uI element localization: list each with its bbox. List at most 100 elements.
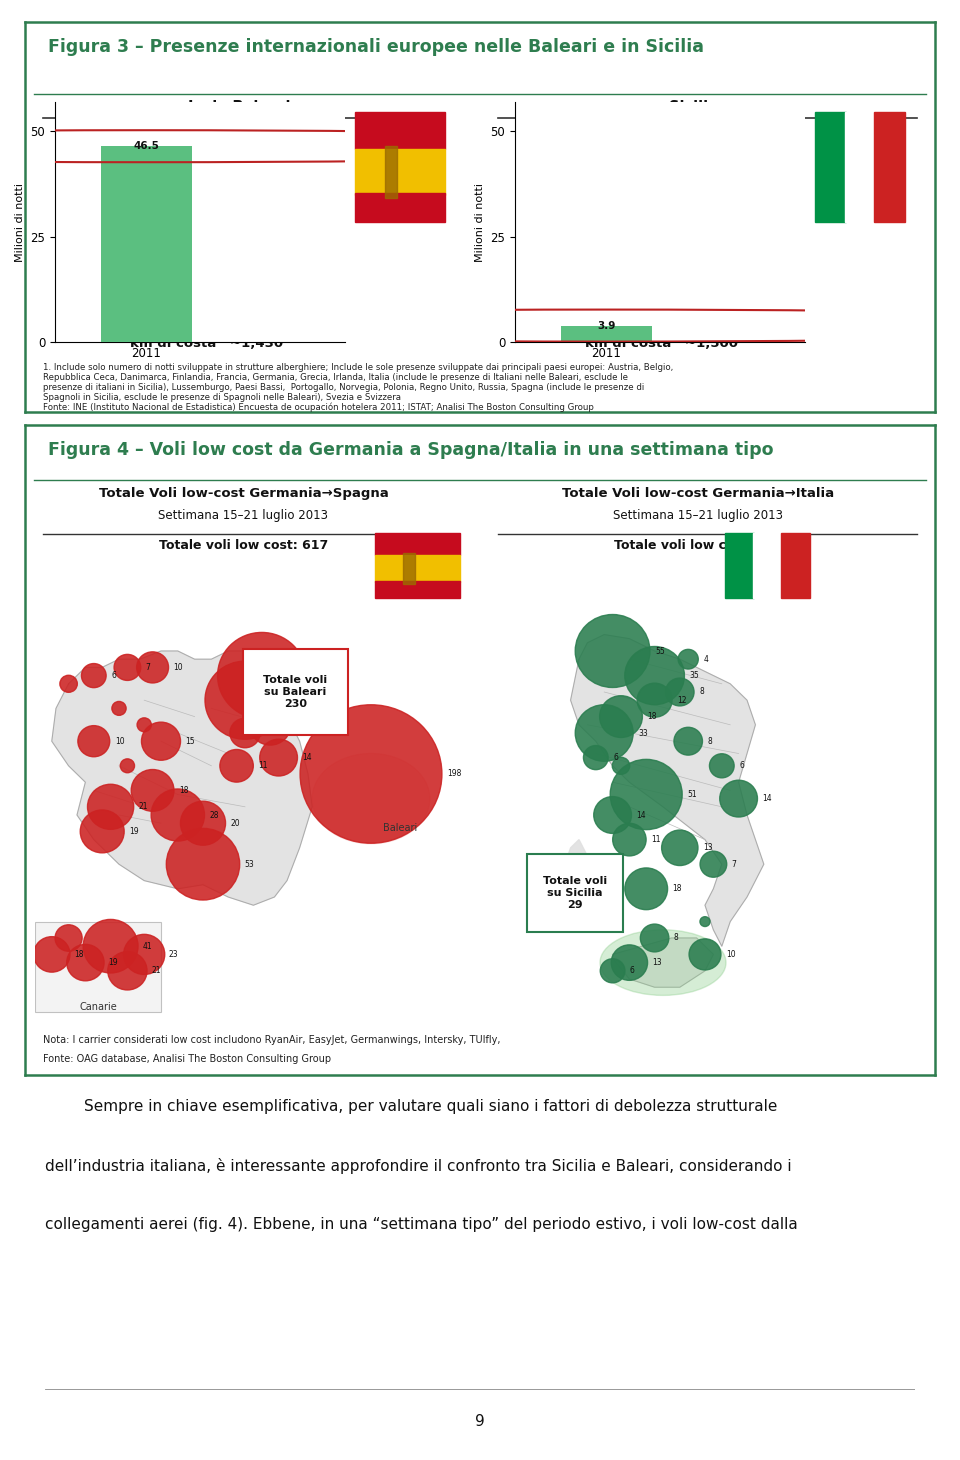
Circle shape [137,718,152,731]
Circle shape [600,696,642,737]
Text: 18: 18 [179,785,188,794]
Bar [875,112,905,222]
Text: 10: 10 [174,663,183,672]
Text: 8: 8 [708,737,712,746]
Text: 11: 11 [258,761,268,771]
Text: 9: 9 [475,1415,485,1429]
Bar [355,149,445,194]
Circle shape [84,920,138,972]
Text: 6: 6 [739,761,744,771]
Circle shape [229,718,260,748]
Text: 51: 51 [687,790,697,799]
Text: 8: 8 [674,933,679,943]
Text: 14: 14 [302,753,312,762]
Circle shape [136,651,169,683]
Bar [725,533,754,599]
Circle shape [220,749,253,783]
Circle shape [81,810,124,853]
Text: Figura 3 – Presenze internazionali europee nelle Baleari e in Sicilia: Figura 3 – Presenze internazionali europ… [48,38,704,55]
Polygon shape [570,635,764,946]
Circle shape [60,676,78,692]
Circle shape [700,851,727,877]
Circle shape [674,727,703,755]
Bar [815,112,846,222]
Bar [845,112,876,222]
Bar [753,533,782,599]
Text: 18: 18 [673,885,683,894]
Circle shape [87,784,133,829]
Text: Settimana 15–21 luglio 2013: Settimana 15–21 luglio 2013 [613,510,783,523]
Polygon shape [563,839,588,896]
FancyBboxPatch shape [243,648,348,734]
Text: Nota: I carrier considerati low cost includono RyanAir, EasyJet, Germanwings, In: Nota: I carrier considerati low cost inc… [43,1035,501,1045]
Text: 19: 19 [130,826,139,837]
Text: Sicilia: Sicilia [669,99,718,115]
Circle shape [700,917,710,927]
Circle shape [218,632,306,718]
Bar [355,193,445,222]
Text: 8: 8 [699,688,704,696]
Text: 35: 35 [689,672,699,680]
Text: Fonte: INE (Instituto Nacional de Estadistica) Encuesta de ocupación hotelera 20: Fonte: INE (Instituto Nacional de Estadi… [43,403,594,412]
Polygon shape [612,937,713,987]
Circle shape [640,924,669,952]
Circle shape [612,945,648,980]
Text: 77: 77 [311,672,321,680]
Text: 3.9: 3.9 [597,321,615,330]
Circle shape [300,705,442,844]
Text: 20: 20 [230,819,240,828]
Circle shape [67,945,104,981]
Text: Repubblica Ceca, Danimarca, Finlandia, Francia, Germania, Grecia, Irlanda, Itali: Repubblica Ceca, Danimarca, Finlandia, F… [43,372,628,383]
Bar [561,326,652,342]
Text: 18: 18 [647,712,657,721]
Text: 18: 18 [74,950,84,959]
Text: 10: 10 [115,737,125,746]
Circle shape [678,650,698,669]
Text: Fonte: OAG database, Analisi The Boston Consulting Group: Fonte: OAG database, Analisi The Boston … [43,1054,331,1063]
Circle shape [141,723,180,761]
Text: Settimana 15–21 luglio 2013: Settimana 15–21 luglio 2013 [158,510,328,523]
Text: Totale voli
su Baleari
230: Totale voli su Baleari 230 [263,675,327,710]
Text: Sempre in chiave esemplificativa, per valutare quali siano i fattori di debolezz: Sempre in chiave esemplificativa, per va… [45,1098,778,1114]
Circle shape [114,654,141,680]
Text: Figura 4 – Voli low cost da Germania a Spagna/Italia in una settimana tipo: Figura 4 – Voli low cost da Germania a S… [48,441,773,460]
Circle shape [166,828,240,899]
Text: 53: 53 [245,860,254,869]
Text: 23: 23 [169,950,179,959]
Y-axis label: Milioni di notti: Milioni di notti [14,182,25,261]
Text: 6: 6 [111,672,116,680]
Circle shape [82,663,107,688]
Text: 14: 14 [762,794,772,803]
Circle shape [720,780,757,818]
Text: 1. Include solo numero di notti sviluppate in strutture alberghiere; Include le : 1. Include solo numero di notti sviluppa… [43,364,674,372]
Y-axis label: Milioni di notti: Milioni di notti [475,182,485,261]
Bar [385,146,397,197]
Text: 55: 55 [655,647,664,656]
Text: 28: 28 [209,810,219,819]
Circle shape [593,797,632,834]
Text: 21: 21 [152,967,160,975]
Circle shape [34,937,70,972]
Circle shape [180,802,226,845]
Text: presenze di italiani in Sicilia), Lussemburgo, Paesi Bassi,  Portogallo, Norvegi: presenze di italiani in Sicilia), Lussem… [43,383,644,391]
Bar [35,921,161,1012]
Text: Totale voli low cost: 313: Totale voli low cost: 313 [613,539,783,552]
Text: Spagnoli in Sicilia, esclude le presenze di Spagnoli nelle Baleari), Svezia e Sv: Spagnoli in Sicilia, esclude le presenze… [43,393,401,402]
Text: 13: 13 [703,844,712,853]
Bar [101,146,192,342]
Text: Canarie: Canarie [79,1002,117,1012]
Text: 19: 19 [108,958,118,967]
Text: collegamenti aerei (fig. 4). Ebbene, in una “settimana tipo” del periodo estivo,: collegamenti aerei (fig. 4). Ebbene, in … [45,1218,798,1232]
Circle shape [611,759,683,829]
Circle shape [112,701,126,715]
FancyBboxPatch shape [526,854,623,931]
Text: Totale Voli low-cost Germania→Spagna: Totale Voli low-cost Germania→Spagna [99,486,388,499]
Text: 11: 11 [651,835,660,844]
Bar [355,112,445,149]
Polygon shape [52,651,312,905]
Circle shape [600,959,625,983]
Text: 46.5: 46.5 [133,142,159,152]
Text: 14: 14 [636,810,646,819]
Bar [781,533,810,599]
Text: 13: 13 [653,958,662,967]
